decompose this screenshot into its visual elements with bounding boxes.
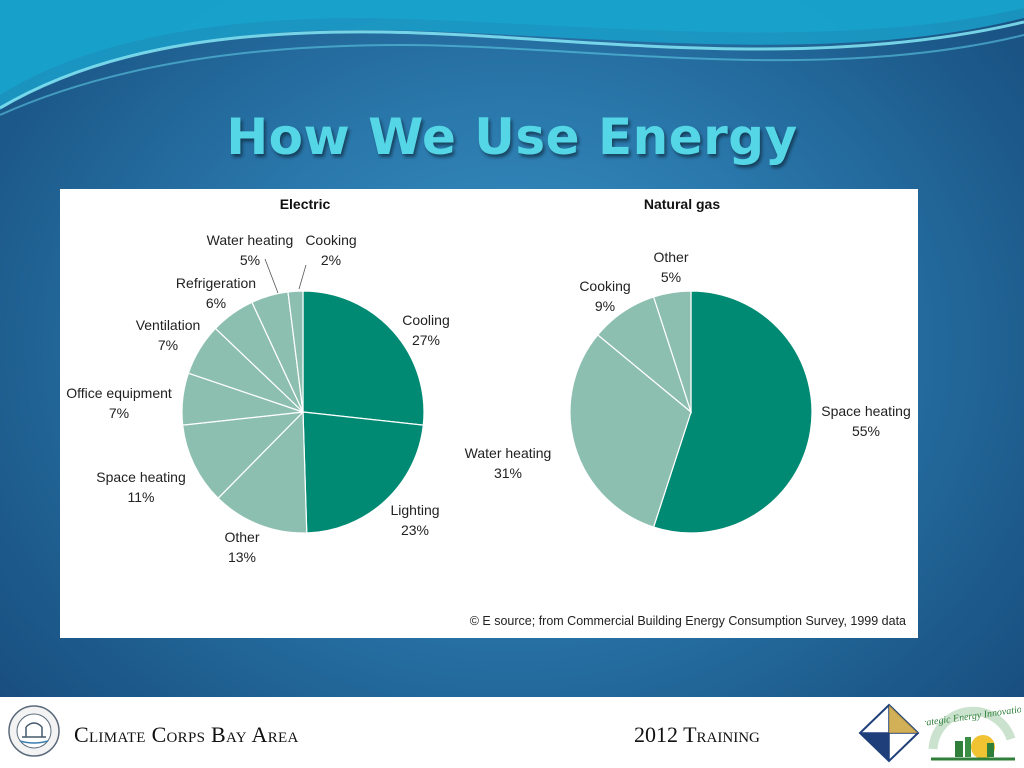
pie-slice-space-heating bbox=[182, 411, 305, 500]
slice-label-refrigeration: Refrigeration 6% bbox=[176, 275, 256, 311]
slice-label-other: Other 5% bbox=[653, 249, 688, 285]
pie-slice-other bbox=[217, 410, 308, 534]
slice-label-cooling: Cooling 27% bbox=[402, 312, 449, 348]
pie-slice-other bbox=[652, 290, 692, 413]
footer: Climate Corps Bay Area 2012 Training Str… bbox=[0, 697, 1024, 768]
pie-charts: Electric Natural gas Cooling 27% Lighting 2… bbox=[66, 196, 911, 628]
pie-slice-lighting bbox=[302, 411, 424, 534]
gas-chart-title: Natural gas bbox=[644, 196, 720, 212]
pie-slice-space-heating bbox=[652, 290, 813, 534]
leader-line-cooking bbox=[298, 264, 307, 290]
slice-label-office-equipment: Office equipment 7% bbox=[66, 385, 172, 421]
slice-label-ventilation: Ventilation 7% bbox=[136, 317, 201, 353]
slice-label-cooking: Cooking 9% bbox=[579, 278, 630, 314]
slice-labels: Cooling 27% Lighting 23% Other 13% Space heati… bbox=[66, 232, 911, 565]
leader-line-water-heating bbox=[264, 258, 279, 294]
slice-label-other: Other 13% bbox=[224, 529, 259, 565]
pie-slice-cooling bbox=[302, 290, 425, 426]
climate-corps-seal-icon bbox=[8, 705, 60, 757]
pie-slice-water-heating bbox=[569, 334, 692, 528]
source-note: © E source; from Commercial Building Ene… bbox=[470, 614, 906, 628]
footer-event: 2012 Training bbox=[634, 722, 760, 747]
electric-pie bbox=[181, 290, 425, 534]
header-wave-decoration bbox=[0, 0, 1024, 116]
gas-pie bbox=[569, 290, 813, 534]
electric-chart-title: Electric bbox=[280, 196, 331, 212]
slice-label-water-heating: Water heating 31% bbox=[465, 445, 552, 481]
chart-panel: Electric Natural gas Cooling 27% Lighting 2… bbox=[60, 189, 918, 638]
footer-organization: Climate Corps Bay Area bbox=[74, 722, 299, 747]
slice-label-cooking: Cooking 2% bbox=[305, 232, 356, 268]
bacr-logo-icon bbox=[858, 703, 920, 763]
slice-label-lighting: Lighting 23% bbox=[390, 502, 439, 538]
strategic-energy-innovations-logo-icon: Strategic Energy Innovations bbox=[925, 703, 1021, 761]
slide-title: How We Use Energy bbox=[226, 108, 798, 166]
pie-slice-cooking bbox=[287, 290, 304, 413]
slice-label-space-heating: Space heating 55% bbox=[821, 403, 911, 439]
slice-label-space-heating: Space heating 11% bbox=[96, 469, 186, 505]
slice-label-water-heating: Water heating 5% bbox=[207, 232, 294, 268]
